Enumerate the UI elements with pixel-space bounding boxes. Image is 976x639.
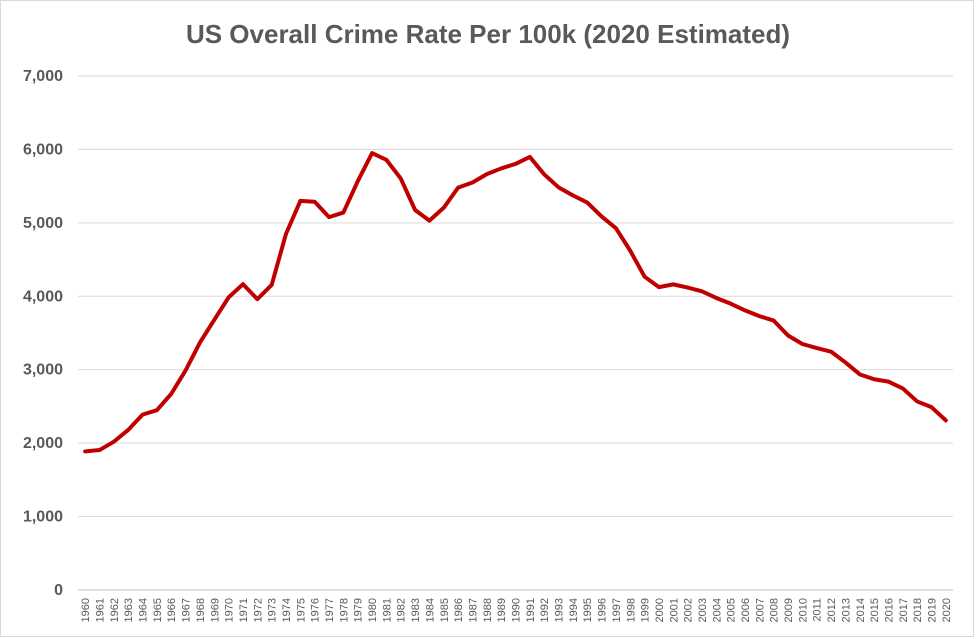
x-tick-label: 1988 [482,598,494,622]
gridlines [78,75,953,591]
x-tick-label: 1960 [80,598,92,622]
x-tick-label: 1986 [453,598,465,622]
x-tick-label: 1962 [109,598,121,622]
x-tick-label: 2013 [840,598,852,622]
x-tick-label: 1980 [367,598,379,622]
x-tick-label: 1972 [252,598,264,622]
x-tick-label: 1989 [496,598,508,622]
x-tick-label: 1982 [396,598,408,622]
x-tick-label: 1984 [424,598,436,622]
x-tick-label: 1987 [467,598,479,622]
y-tick-label: 5,000 [23,215,63,232]
x-tick-label: 1994 [568,598,580,622]
x-tick-label: 2000 [654,598,666,622]
x-tick-label: 1991 [525,598,537,622]
crime-rate-series-line [83,151,948,454]
x-tick-label: 2020 [941,598,953,622]
x-tick-label: 2006 [740,598,752,622]
x-tick-label: 1973 [267,598,279,622]
x-tick-label: 1965 [152,598,164,622]
x-tick-label: 2003 [697,598,709,622]
x-tick-label: 2015 [869,598,881,622]
x-tick-label: 1983 [410,598,422,622]
x-tick-label: 1998 [625,598,637,622]
x-tick-label: 1995 [582,598,594,622]
x-tick-label: 1978 [338,598,350,622]
x-tick-label: 1969 [209,598,221,622]
y-tick-label: 0 [54,582,63,599]
y-tick-label: 1,000 [23,509,63,526]
y-tick-label: 3,000 [23,362,63,379]
x-tick-label: 1990 [511,598,523,622]
x-tick-label: 2005 [726,598,738,622]
x-tick-label: 1967 [181,598,193,622]
x-tick-label: 1961 [95,598,107,622]
y-axis-ticks: 0 1,000 2,000 3,000 4,000 5,000 6,000 7,000 [23,68,63,599]
x-tick-label: 1968 [195,598,207,622]
y-tick-label: 7,000 [23,68,63,85]
x-tick-label: 1996 [597,598,609,622]
x-tick-label: 2007 [754,598,766,622]
series-group [83,151,948,454]
x-tick-label: 2004 [711,598,723,622]
x-tick-label: 1975 [295,598,307,622]
x-tick-label: 2016 [883,598,895,622]
x-tick-label: 1992 [539,598,551,622]
x-tick-label: 1970 [224,598,236,622]
x-tick-label: 1999 [640,598,652,622]
x-tick-label: 1977 [324,598,336,622]
x-tick-label: 1985 [439,598,451,622]
x-tick-label: 1964 [138,598,150,622]
x-tick-label: 2017 [898,598,910,622]
x-tick-label: 2008 [769,598,781,622]
x-tick-label: 1963 [123,598,135,622]
x-tick-label: 2010 [797,598,809,622]
y-tick-label: 2,000 [23,435,63,452]
x-tick-label: 2002 [683,598,695,622]
x-tick-label: 2011 [812,598,824,622]
x-tick-label: 2014 [855,598,867,622]
x-tick-label: 2019 [926,598,938,622]
x-tick-label: 2018 [912,598,924,622]
y-tick-label: 4,000 [23,288,63,305]
x-tick-label: 1966 [166,598,178,622]
chart-title: US Overall Crime Rate Per 100k (2020 Est… [185,19,791,49]
x-tick-label: 1981 [381,598,393,622]
x-tick-label: 1979 [353,598,365,622]
x-tick-label: 1971 [238,598,250,622]
x-tick-label: 1997 [611,598,623,622]
x-tick-label: 1993 [554,598,566,622]
y-tick-label: 6,000 [23,141,63,158]
x-tick-label: 2001 [668,598,680,622]
x-tick-label: 1974 [281,598,293,622]
x-tick-label: 2009 [783,598,795,622]
x-tick-label: 2012 [826,598,838,622]
x-axis-ticks: 1960 1961 1962 1963 1964 1965 1966 1967 1968 1969… [80,598,953,622]
x-tick-label: 1976 [310,598,322,622]
